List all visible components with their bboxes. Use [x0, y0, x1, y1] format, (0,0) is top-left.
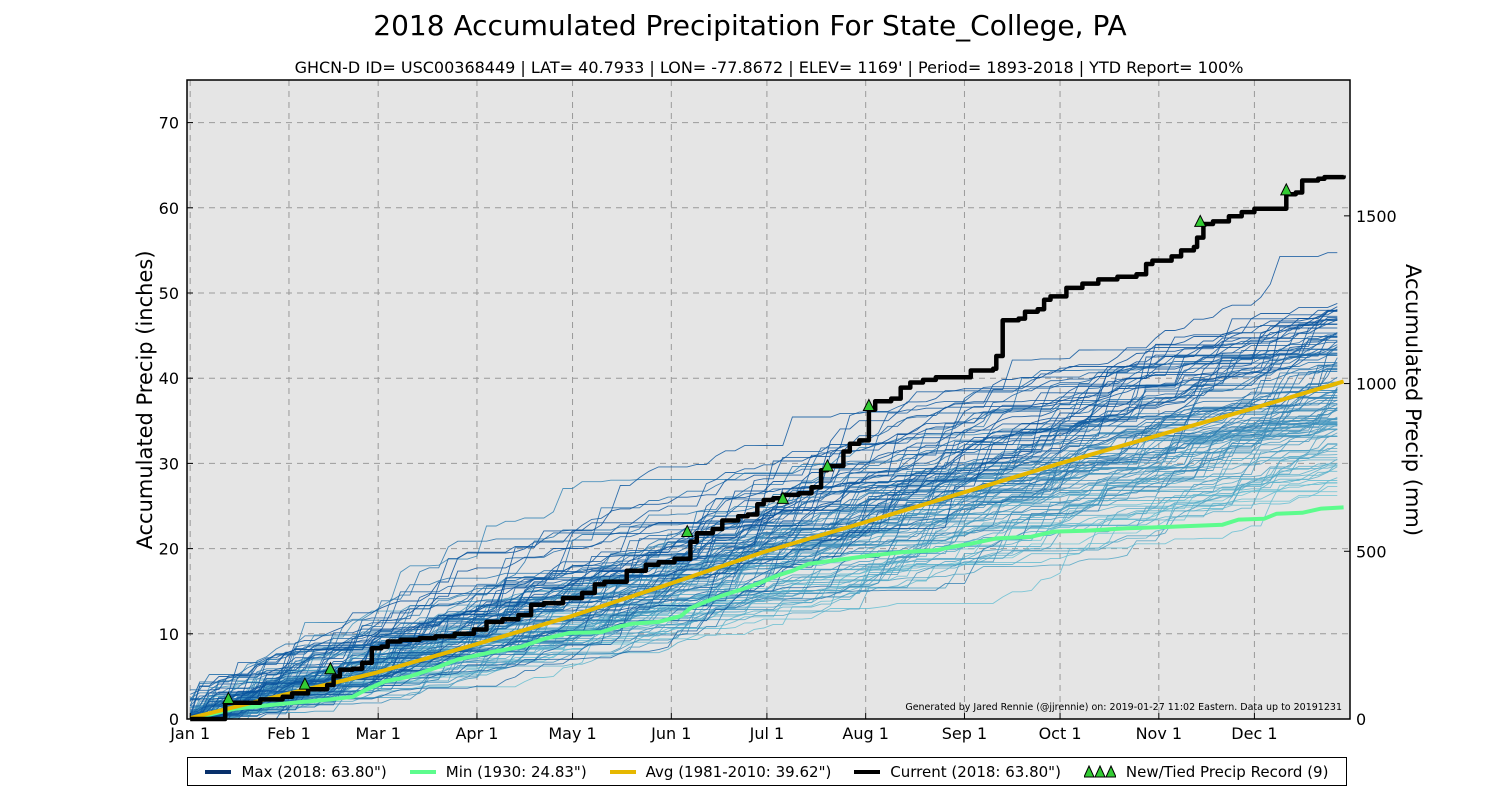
x-tick-label: Apr 1 [455, 724, 498, 743]
historical-year-line [190, 404, 1338, 717]
y-tick-label: 40 [159, 369, 179, 388]
historical-year-line [190, 406, 1338, 720]
x-tick-label: Dec 1 [1231, 724, 1277, 743]
record-triangles-icon [1083, 765, 1116, 778]
y-tick-label: 10 [159, 625, 179, 644]
historical-year-line [190, 392, 1338, 720]
legend-item-max: Max (2018: 63.80") [205, 762, 387, 781]
legend-swatch-min [409, 769, 436, 774]
historical-year-line [189, 310, 1338, 716]
historical-year-line [190, 367, 1338, 713]
historical-year-line [190, 252, 1338, 713]
y-tick-label: 0 [169, 710, 179, 729]
y-tick-label: 20 [159, 540, 179, 559]
legend-label-current: Current (2018: 63.80") [890, 762, 1061, 781]
avg-series-line [189, 379, 1345, 721]
historical-year-line [190, 355, 1338, 719]
historical-year-line [190, 302, 1338, 716]
y-right-tick-label: 0 [1356, 710, 1366, 729]
legend-label-avg: Avg (1981-2010: 39.62") [645, 762, 832, 781]
y-right-tick-label: 1000 [1356, 375, 1397, 394]
x-tick-label: Sep 1 [942, 724, 987, 743]
historical-year-line [190, 306, 1338, 720]
historical-year-line [189, 422, 1338, 719]
x-tick-label: Oct 1 [1039, 724, 1082, 743]
legend-swatch-current [854, 769, 881, 774]
record-marker [222, 691, 235, 705]
y-tick-label: 60 [159, 199, 179, 218]
record-marker [680, 524, 694, 538]
historical-year-line [190, 425, 1338, 720]
historical-year-line [190, 323, 1338, 710]
historical-year-line [189, 332, 1338, 720]
plot-frame [186, 79, 1351, 720]
x-tick-label: Feb 1 [267, 724, 311, 743]
historical-year-line [190, 443, 1338, 720]
x-tick-label: Mar 1 [355, 724, 400, 743]
current-series-line [190, 174, 1346, 722]
historical-year-line [189, 344, 1338, 706]
legend-swatch-avg [609, 769, 636, 774]
y-axis-label-left: Accumulated Precip (inches) [133, 250, 157, 549]
record-marker [862, 398, 876, 411]
legend-label-max: Max (2018: 63.80") [241, 762, 387, 781]
y-tick-label: 70 [159, 114, 179, 133]
historical-year-line [190, 309, 1338, 707]
historical-year-line [190, 336, 1338, 720]
y-axis-label-right: Accumulated Precip (mm) [1401, 264, 1425, 536]
record-marker [298, 676, 312, 690]
record-marker [821, 458, 834, 472]
x-tick-label: Jan 1 [169, 724, 210, 743]
x-tick-label: May 1 [548, 724, 596, 743]
y-tick-label: 50 [159, 284, 179, 303]
y-right-tick-label: 1500 [1356, 207, 1397, 226]
plot-background [187, 80, 1350, 719]
record-marker [1193, 214, 1207, 227]
record-marker [1279, 182, 1293, 196]
historical-year-line [190, 336, 1338, 720]
series-lines [189, 174, 1346, 722]
min-series-line [189, 505, 1344, 721]
legend: Max (2018: 63.80") Min (1930: 24.83") Av… [187, 757, 1347, 786]
legend-item-record: New/Tied Precip Record (9) [1083, 762, 1329, 781]
legend-swatch-max [205, 769, 232, 774]
legend-item-min: Min (1930: 24.83") [409, 762, 587, 781]
record-marker [324, 661, 337, 675]
x-tick-label: Jul 1 [749, 724, 785, 743]
legend-item-avg: Avg (1981-2010: 39.62") [609, 762, 832, 781]
historical-year-line [190, 463, 1338, 719]
credit-note: Generated by Jared Rennie (@jjrennie) on… [905, 702, 1342, 713]
chart-title: 2018 Accumulated Precipitation For State… [373, 9, 1127, 42]
record-markers [222, 182, 1293, 705]
axes: Jan 1 Feb 1 Mar 1 Apr 1 May 1 Jun 1 Jul 1 Aug 1… [159, 114, 1397, 743]
y-right-tick-label: 500 [1356, 542, 1387, 561]
legend-label-min: Min (1930: 24.83") [445, 762, 587, 781]
x-tick-label: Nov 1 [1136, 724, 1183, 743]
x-tick-label: Jun 1 [650, 724, 691, 743]
historical-year-line [190, 364, 1338, 714]
historical-year-line [190, 348, 1338, 714]
historical-year-line [190, 336, 1338, 695]
record-marker [776, 491, 790, 504]
historical-year-line [190, 324, 1338, 720]
legend-item-current: Current (2018: 63.80") [854, 763, 1061, 781]
legend-label-record: New/Tied Precip Record (9) [1125, 762, 1329, 781]
x-tick-label: Aug 1 [842, 724, 889, 743]
historical-years-lines [189, 252, 1338, 720]
historical-year-line [190, 376, 1338, 720]
historical-year-line [189, 334, 1338, 720]
y-tick-label: 30 [159, 454, 179, 473]
chart-subtitle: GHCN-D ID= USC00368449 | LAT= 40.7933 | … [294, 58, 1244, 77]
